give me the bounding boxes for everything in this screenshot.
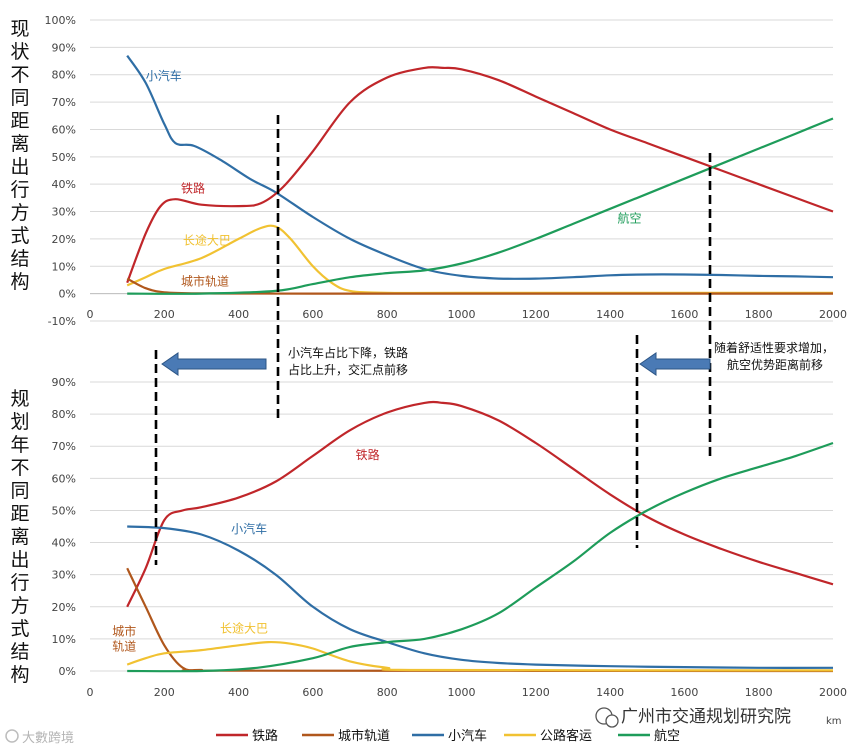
x-tick-label: 1600 bbox=[670, 686, 698, 699]
air-shift-left-arrow bbox=[639, 352, 711, 376]
x-tick-label: 200 bbox=[154, 308, 175, 321]
y-tick-label: 50% bbox=[52, 151, 76, 164]
y-tick-label: 60% bbox=[52, 472, 76, 485]
y-tick-label: 80% bbox=[52, 408, 76, 421]
planned-mode-share-chart: 0% 10% 20% 30% 40% 50% 60% 70% 80% 90% 0 200 400 600 8… bbox=[52, 376, 847, 699]
legend-label-metro: 城市轨道 bbox=[338, 728, 390, 744]
y-tick-label: 30% bbox=[52, 569, 76, 582]
legend: 铁路 城市轨道 小汽车 公路客运 航空 bbox=[216, 728, 680, 744]
y-tick-label: 40% bbox=[52, 537, 76, 550]
annotation-top-middle-line1: 小汽车占比下降，铁路 bbox=[288, 345, 408, 360]
series-line-bus bbox=[126, 640, 834, 672]
y-tick-label: -10% bbox=[48, 315, 76, 328]
x-tick-label: 2000 bbox=[819, 308, 847, 321]
series-label-air: 航空 bbox=[618, 210, 642, 225]
x-tick-label: 1800 bbox=[745, 686, 773, 699]
annotation-top-right-line1: 随着舒适性要求增加， bbox=[714, 340, 834, 355]
series-label-car: 小汽车 bbox=[231, 521, 267, 536]
annotation-top-right-line2: 航空优势距离前移 bbox=[727, 357, 823, 372]
top-chart-side-label: 现状不同距离出行方式结构 bbox=[10, 18, 30, 293]
x-tick-label: 2000 bbox=[819, 686, 847, 699]
legend-label-air: 航空 bbox=[654, 728, 680, 744]
series-label-rail: 铁路 bbox=[181, 180, 205, 195]
y-tick-label: 70% bbox=[52, 440, 76, 453]
y-tick-label: 90% bbox=[52, 376, 76, 389]
x-tick-label: 400 bbox=[228, 686, 249, 699]
x-tick-label: 1200 bbox=[522, 686, 550, 699]
series-label-metro: 轨道 bbox=[112, 640, 136, 654]
annotation-layer: 小汽车占比下降，铁路 占比上升，交汇点前移 随着舒适性要求增加， 航空优势距离前… bbox=[154, 115, 834, 565]
y-tick-label: 0% bbox=[59, 665, 76, 678]
right-watermark-text: 广州市交通规划研究院 bbox=[621, 707, 791, 727]
legend-label-rail: 铁路 bbox=[252, 728, 278, 744]
x-tick-label: 800 bbox=[377, 686, 398, 699]
series-label-bus: 长途大巴 bbox=[220, 620, 268, 635]
left-watermark-logo-icon bbox=[5, 729, 19, 743]
y-tick-label: 0% bbox=[59, 288, 76, 301]
series-line-metro bbox=[126, 277, 834, 295]
left-watermark: 大數跨境 bbox=[5, 729, 74, 746]
annotation-top-middle-line2: 占比上升，交汇点前移 bbox=[288, 362, 408, 377]
x-tick-label: 1000 bbox=[448, 308, 476, 321]
y-tick-label: 100% bbox=[45, 14, 76, 27]
x-tick-label: 600 bbox=[302, 686, 323, 699]
x-tick-label: 1400 bbox=[596, 686, 624, 699]
series-label-rail: 铁路 bbox=[356, 447, 380, 462]
y-tick-label: 50% bbox=[52, 504, 76, 517]
x-tick-label: 800 bbox=[377, 308, 398, 321]
y-tick-label: 90% bbox=[52, 41, 76, 54]
series-label-bus: 长途大巴 bbox=[183, 232, 231, 247]
current-mode-share-chart: -10% 0% 10% 20% 30% 40% 50% 60% 70% 80% 90% 100% 0 20… bbox=[45, 14, 847, 328]
series-line-air bbox=[127, 117, 834, 295]
series-label-metro: 城市轨道 bbox=[181, 273, 229, 288]
y-tick-label: 80% bbox=[52, 69, 76, 82]
wechat-logo-icon-secondary bbox=[605, 714, 619, 728]
bottom-chart-side-label: 规划年不同距离出行方式结构 bbox=[10, 388, 30, 686]
x-tick-label: 0 bbox=[87, 308, 94, 321]
series-line-air bbox=[127, 441, 834, 673]
x-tick-label: 1000 bbox=[448, 686, 476, 699]
x-tick-label: 200 bbox=[154, 686, 175, 699]
arrow-right-shape bbox=[639, 352, 711, 376]
series-line-car bbox=[126, 54, 834, 280]
y-tick-label: 10% bbox=[52, 260, 76, 273]
x-tick-label: 1800 bbox=[745, 308, 773, 321]
x-tick-label: 400 bbox=[228, 308, 249, 321]
series-line-car bbox=[127, 525, 834, 669]
y-tick-label: 30% bbox=[52, 206, 76, 219]
left-watermark-text: 大數跨境 bbox=[22, 731, 74, 746]
x-tick-label: 1600 bbox=[670, 308, 698, 321]
series-line-rail bbox=[126, 400, 834, 608]
y-tick-label: 20% bbox=[52, 233, 76, 246]
y-tick-label: 40% bbox=[52, 178, 76, 191]
series-line-rail bbox=[126, 66, 834, 284]
x-tick-label: 0 bbox=[87, 686, 94, 699]
shift-left-arrow bbox=[161, 352, 267, 376]
series-line-metro bbox=[126, 567, 834, 673]
series-label-metro: 城市 bbox=[112, 624, 136, 639]
right-watermark: 广州市交通规划研究院 bbox=[595, 707, 791, 728]
arrow-left-shape bbox=[161, 352, 267, 376]
y-tick-label: 70% bbox=[52, 96, 76, 109]
legend-label-car: 小汽车 bbox=[448, 728, 487, 744]
y-tick-label: 20% bbox=[52, 601, 76, 614]
series-label-car: 小汽车 bbox=[146, 68, 182, 83]
x-tick-label: 1400 bbox=[596, 308, 624, 321]
x-tick-label: 1200 bbox=[522, 308, 550, 321]
x-tick-label: 600 bbox=[302, 308, 323, 321]
y-tick-label: 60% bbox=[52, 123, 76, 136]
x-axis-unit: km bbox=[826, 716, 842, 727]
y-tick-label: 10% bbox=[52, 633, 76, 646]
legend-label-bus: 公路客运 bbox=[540, 728, 592, 744]
